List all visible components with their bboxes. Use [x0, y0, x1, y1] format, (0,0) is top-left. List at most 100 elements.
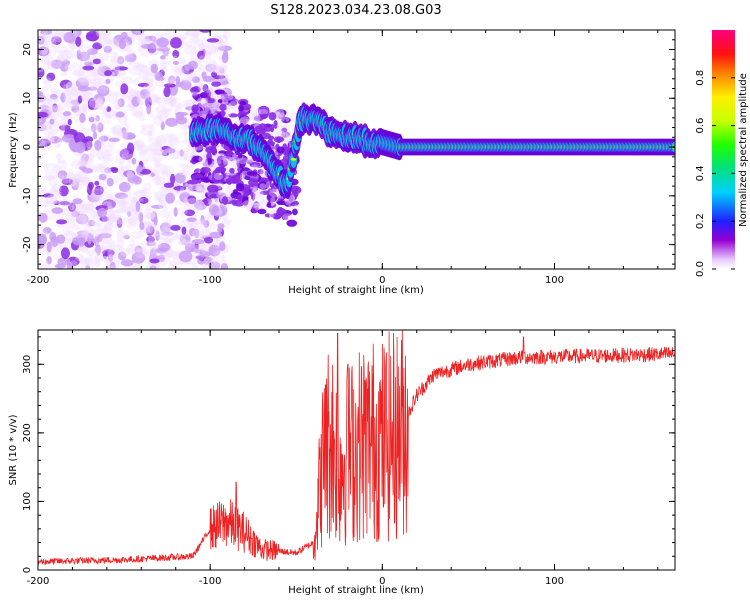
spectral-mark — [60, 174, 71, 184]
spectral-mark — [194, 205, 202, 211]
spectral-mark — [118, 166, 131, 179]
spectral-mark — [43, 260, 50, 269]
spectral-mark — [96, 196, 103, 202]
spectral-mark — [170, 37, 182, 49]
spectral-mark — [97, 64, 106, 71]
spectral-mark — [215, 34, 229, 45]
spectral-mark — [77, 77, 89, 83]
spectral-mark — [105, 114, 111, 125]
spectral-mark — [38, 123, 52, 131]
spectral-mark — [146, 86, 152, 98]
spectral-mark — [172, 60, 179, 65]
spectral-mark — [158, 108, 172, 117]
spectral-mark — [71, 180, 79, 191]
spectral-mark — [232, 105, 240, 113]
spectral-mark — [257, 105, 270, 116]
spectral-mark — [121, 153, 128, 160]
spectral-mark — [46, 241, 52, 253]
spectral-mark — [214, 259, 227, 265]
spectral-mark — [91, 228, 105, 235]
spectral-mark — [201, 71, 207, 79]
spectral-mark — [195, 208, 201, 214]
spectral-mark — [161, 97, 166, 110]
spectral-mark — [64, 89, 73, 97]
spectral-mark — [173, 185, 187, 191]
spectral-mark — [145, 225, 155, 236]
spectral-mark — [165, 214, 173, 224]
spectral-mark — [114, 192, 128, 200]
spectral-mark — [90, 211, 100, 220]
spectral-mark — [167, 133, 178, 141]
spectral-mark — [182, 163, 189, 170]
spectral-mark — [273, 136, 285, 143]
spectral-mark — [70, 260, 78, 267]
spectral-mark — [191, 229, 204, 239]
spectral-mark — [186, 41, 193, 49]
spectral-mark — [99, 132, 105, 144]
spectral-mark — [203, 236, 214, 244]
spectral-mark — [176, 58, 186, 64]
spectral-mark — [259, 168, 268, 178]
spectral-mark — [189, 33, 200, 45]
spectral-mark — [183, 79, 195, 84]
spectral-mark — [88, 127, 99, 132]
spectral-mark — [85, 254, 98, 267]
spectral-mark — [52, 30, 61, 39]
colorbar-tick-label: 0.0 — [695, 261, 706, 277]
spectral-mark — [71, 210, 80, 218]
spectral-mark — [167, 232, 179, 240]
x-tick-label: -100 — [199, 275, 222, 286]
spectral-mark — [124, 188, 132, 201]
spectral-mark — [82, 103, 88, 112]
spectral-mark — [88, 115, 99, 124]
spectral-mark — [163, 252, 171, 263]
spectral-mark — [150, 63, 158, 74]
spectral-mark — [89, 68, 101, 74]
spectral-mark — [104, 190, 116, 198]
spectral-mark — [202, 260, 210, 269]
y-tick-label: 300 — [22, 355, 33, 374]
spectral-mark — [63, 90, 75, 100]
spectral-mark — [118, 199, 127, 211]
spectral-mark — [207, 222, 217, 230]
spectral-mark — [153, 97, 164, 104]
spectral-mark — [198, 256, 205, 262]
spectral-mark — [183, 44, 198, 56]
spectral-mark — [113, 154, 127, 165]
spectral-mark — [223, 94, 228, 99]
spectral-mark — [129, 60, 141, 68]
spectral-mark — [78, 246, 85, 252]
spectral-mark — [38, 230, 48, 235]
spectral-mark — [144, 221, 153, 229]
spectral-mark — [209, 231, 222, 239]
spectral-mark — [68, 202, 77, 212]
spectral-mark — [97, 98, 103, 107]
spectral-mark — [191, 175, 196, 181]
spectral-mark — [99, 161, 110, 173]
spectral-mark — [116, 208, 124, 214]
spectral-mark — [215, 43, 226, 52]
spectral-mark — [38, 95, 47, 106]
spectral-mark — [227, 156, 236, 167]
spectral-mark — [278, 109, 285, 118]
spectral-mark — [140, 43, 155, 50]
spectral-mark — [43, 196, 58, 205]
spectral-mark — [275, 113, 282, 119]
spectral-mark — [207, 101, 217, 110]
spectral-mark — [184, 30, 199, 36]
spectral-mark — [179, 150, 189, 162]
spectral-mark — [207, 184, 219, 193]
spectral-mark — [205, 88, 212, 93]
spectral-mark — [139, 187, 148, 196]
spectral-mark — [179, 149, 184, 157]
spectral-mark — [38, 67, 45, 78]
spectral-mark — [118, 39, 127, 50]
spectral-mark — [276, 122, 284, 130]
spectral-mark — [219, 75, 225, 83]
spectral-mark — [181, 234, 186, 243]
spectral-mark — [211, 71, 218, 78]
spectral-mark — [166, 94, 175, 104]
spectral-mark — [203, 196, 212, 206]
spectral-mark — [281, 116, 291, 124]
spectral-mark — [102, 42, 112, 51]
